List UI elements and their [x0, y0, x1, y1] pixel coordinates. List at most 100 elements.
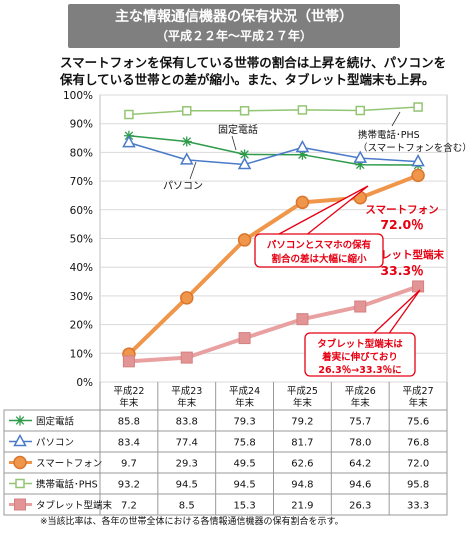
x-tick-label-sub: 年末 — [119, 397, 139, 409]
data-point — [296, 313, 309, 326]
table-cell: 85.8 — [118, 417, 140, 428]
x-tick-label: 平成25 — [287, 385, 318, 397]
x-tick-label-sub: 年末 — [235, 397, 255, 409]
y-tick-label: 40% — [70, 262, 93, 274]
x-tick-label-sub: 年末 — [177, 397, 197, 409]
data-point — [411, 168, 425, 183]
data-point — [179, 152, 194, 165]
table-cell: 93.2 — [118, 480, 140, 491]
table-cell: 79.2 — [291, 417, 313, 428]
leader-line — [189, 161, 197, 180]
data-point — [122, 355, 135, 368]
table-cell: 76.8 — [407, 438, 429, 449]
legend-label: 携帯電話･PHS — [36, 479, 98, 491]
legend-marker — [15, 478, 25, 489]
footnote: ※当該比率は、各年の世帯全体における各情報通信機器の保有割合を示す。 — [40, 517, 344, 527]
x-tick-label: 平成24 — [229, 385, 260, 397]
table-cell: 94.6 — [349, 480, 371, 491]
series-line — [128, 106, 419, 116]
data-point — [355, 159, 366, 170]
callout-smartphone-value: 72.0％ — [380, 217, 423, 232]
table-cell: 62.6 — [291, 459, 313, 470]
callout-tablet-value: 33.3％ — [380, 263, 423, 278]
y-tick-label: 10% — [70, 348, 93, 360]
callout-tablet-line1: タブレット型端末は — [317, 338, 403, 350]
annotation-mobile-note: （スマートフォンを含む） — [358, 142, 467, 154]
y-tick-label: 50% — [70, 234, 93, 246]
table-cell: 15.3 — [233, 501, 255, 512]
data-point — [182, 106, 192, 116]
legend-label: パソコン — [36, 438, 74, 449]
lead-line-2: 保有している世帯との差が縮小。また、タブレット型端末も上昇。 — [60, 72, 435, 87]
callout-box-gap — [254, 233, 384, 268]
data-point — [297, 149, 308, 160]
data-point — [238, 332, 251, 345]
leader-line — [391, 111, 401, 127]
series-line — [128, 135, 419, 166]
data-point — [295, 195, 310, 210]
x-tick-label: 平成23 — [171, 385, 202, 397]
y-tick-label: 0% — [76, 377, 93, 389]
table-cell: 21.9 — [291, 501, 313, 512]
y-tick-label: 80% — [70, 147, 93, 159]
table-cell: 94.5 — [233, 480, 255, 491]
data-point — [239, 106, 250, 116]
annotation-mobile: 携帯電話･PHS — [358, 129, 420, 141]
y-tick-label: 30% — [70, 291, 93, 303]
table-cell: 72.0 — [407, 459, 429, 470]
leader-line — [231, 135, 237, 151]
series-line — [127, 173, 419, 356]
callout-smartphone-label: スマートフォン — [365, 204, 438, 216]
table-cell: 33.3 — [407, 501, 429, 512]
table-cell: 83.8 — [176, 417, 198, 428]
data-point — [354, 300, 367, 313]
data-point — [412, 280, 425, 293]
chart-subtitle: （平成２２年～平成２７年） — [155, 29, 312, 43]
data-point — [181, 136, 192, 147]
y-tick-label: 20% — [70, 320, 93, 332]
lead-text: スマートフォンを保有している世帯の割合は上昇を続け、パソコンを 保有している世帯… — [60, 54, 460, 88]
data-point — [353, 150, 368, 163]
table-cell: 8.5 — [179, 501, 195, 512]
data-point — [124, 109, 134, 120]
callout-box-tablet — [304, 332, 416, 377]
series-line — [128, 284, 419, 364]
table-cell: 26.3 — [349, 501, 371, 512]
x-tick-label: 平成27 — [403, 385, 434, 397]
callout-gap-line2: 割合の差は大幅に縮小 — [271, 253, 367, 265]
legend-marker — [14, 498, 26, 511]
chart-title: 主な情報通信機器の保有状況（世帯） — [115, 9, 353, 25]
data-point — [355, 105, 365, 116]
callout-pointer — [370, 289, 421, 336]
table-cell: 29.3 — [176, 459, 198, 470]
legend-marker — [13, 455, 27, 470]
data-point — [237, 233, 252, 247]
table-cell: 95.8 — [407, 480, 429, 491]
lead-line-1: スマートフォンを保有している世帯の割合は上昇を続け、パソコンを — [60, 55, 447, 70]
table-cell: 77.4 — [176, 438, 198, 449]
annotation-pc: パソコン — [163, 180, 203, 192]
table-cell: 64.2 — [349, 459, 371, 470]
legend-label: スマートフォン — [36, 459, 102, 470]
legend-marker — [15, 415, 25, 426]
data-point — [239, 149, 250, 160]
title-banner: 主な情報通信機器の保有状況（世帯） （平成２２年～平成２７年） — [68, 4, 400, 48]
x-tick-label-sub: 年末 — [293, 397, 313, 409]
x-tick-label-sub: 年末 — [351, 397, 371, 409]
table-cell: 83.4 — [118, 438, 140, 449]
data-point — [411, 154, 425, 167]
data-point — [180, 351, 193, 364]
callout-gap-line1: パソコンとスマホの保有 — [267, 239, 372, 251]
legend-marker — [13, 433, 27, 447]
y-tick-label: 90% — [70, 119, 93, 131]
table-cell: 7.2 — [121, 501, 137, 512]
data-point — [180, 291, 194, 305]
x-tick-label-sub: 年末 — [409, 397, 429, 409]
table-cell: 75.6 — [407, 417, 429, 428]
table-cell: 79.3 — [233, 417, 255, 428]
data-point — [122, 135, 136, 148]
data-point — [295, 139, 310, 153]
x-tick-label: 平成26 — [345, 385, 376, 397]
y-tick-label: 60% — [70, 205, 93, 217]
